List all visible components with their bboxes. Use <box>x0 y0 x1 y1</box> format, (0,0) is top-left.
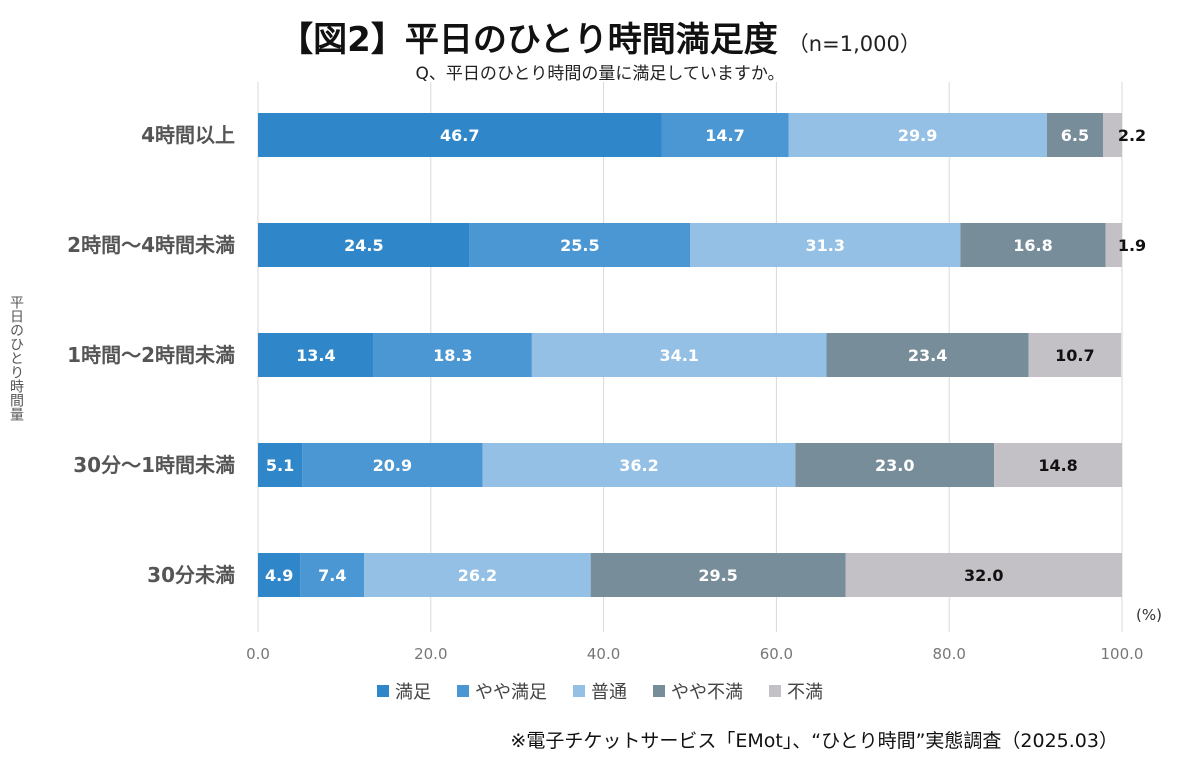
bar-segment <box>469 223 690 267</box>
data-label: 5.1 <box>266 456 294 475</box>
data-label: 13.4 <box>296 346 335 365</box>
bar-segment <box>1028 333 1122 377</box>
bar-segment <box>364 553 591 597</box>
bar-segment <box>845 553 1122 597</box>
bar-segment <box>258 113 662 157</box>
chart-title: 【図2】平日のひとり時間満足度 <box>279 20 778 60</box>
unit-label: (%) <box>1136 606 1162 624</box>
bar-segment <box>373 333 532 377</box>
data-label: 46.7 <box>440 126 479 145</box>
data-label: 20.9 <box>373 456 412 475</box>
legend-swatch <box>769 685 781 697</box>
source-note: ※電子チケットサービス「EMot」、“ひとり時間”実態調査（2025.03） <box>510 730 1118 752</box>
legend-item: やや満足 <box>457 678 547 704</box>
bar-segment <box>826 333 1029 377</box>
bar-segment <box>1046 113 1103 157</box>
data-label: 2.2 <box>1118 126 1146 145</box>
bar-segment <box>795 443 995 487</box>
category-label: 30分〜1時間未満 <box>73 453 235 477</box>
data-label: 18.3 <box>433 346 472 365</box>
data-label: 1.9 <box>1118 236 1146 255</box>
bar-segment <box>994 443 1122 487</box>
bar-segment <box>590 553 846 597</box>
data-label: 32.0 <box>964 566 1003 585</box>
data-label: 23.0 <box>875 456 914 475</box>
legend-label: やや不満 <box>671 682 743 703</box>
bar-segment <box>1105 223 1122 267</box>
bar-segment <box>482 443 796 487</box>
bar-segment <box>302 443 483 487</box>
category-label: 30分未満 <box>147 563 235 587</box>
x-tick-label: 40.0 <box>587 645 620 663</box>
bar-segment <box>531 333 827 377</box>
data-label: 10.7 <box>1055 346 1094 365</box>
bar-segment <box>690 223 961 267</box>
data-label: 31.3 <box>805 236 844 255</box>
bar-segment <box>300 553 365 597</box>
bar-segment <box>258 553 301 597</box>
legend-label: やや満足 <box>475 682 547 703</box>
legend-swatch <box>573 685 585 697</box>
x-tick-label: 100.0 <box>1101 645 1144 663</box>
x-tick-label: 20.0 <box>414 645 447 663</box>
legend-label: 不満 <box>787 682 823 703</box>
legend-item: 満足 <box>377 678 431 704</box>
category-label: 1時間〜2時間未満 <box>67 343 235 367</box>
chart-subtitle: Q、平日のひとり時間の量に満足していますか。 <box>415 64 785 84</box>
x-tick-label: 80.0 <box>932 645 965 663</box>
x-tick-label: 60.0 <box>760 645 793 663</box>
data-label: 14.7 <box>705 126 744 145</box>
legend-label: 普通 <box>591 682 627 703</box>
bar-segment <box>258 333 374 377</box>
bar-segment <box>258 223 470 267</box>
data-label: 29.9 <box>898 126 937 145</box>
bar-segment <box>661 113 789 157</box>
bar-segment <box>788 113 1047 157</box>
x-tick-label: 0.0 <box>246 645 270 663</box>
category-label: 2時間〜4時間未満 <box>67 233 235 257</box>
data-label: 4.9 <box>265 566 293 585</box>
legend-swatch <box>653 685 665 697</box>
data-label: 14.8 <box>1038 456 1077 475</box>
legend-swatch <box>457 685 469 697</box>
data-label: 29.5 <box>698 566 737 585</box>
bar-segment <box>1102 113 1122 157</box>
legend-item: 不満 <box>769 678 823 704</box>
sample-size: （n=1,000） <box>787 32 921 56</box>
y-axis-label: 平日のひとり時間量 <box>8 295 24 421</box>
data-label: 36.2 <box>619 456 658 475</box>
data-label: 16.8 <box>1013 236 1052 255</box>
legend-swatch <box>377 685 389 697</box>
category-label: 4時間以上 <box>141 123 235 147</box>
data-label: 26.2 <box>458 566 497 585</box>
stacked-bar-chart: 0.0 20.0 40.0 60.0 80.0 100.0 (%) 4時間以上 46.7 14.7… <box>67 82 1162 663</box>
legend-item: 普通 <box>573 678 627 704</box>
bar-segment <box>960 223 1106 267</box>
chart-title-row: 【図2】平日のひとり時間満足度 （n=1,000） <box>0 12 1200 61</box>
legend-item: やや不満 <box>653 678 743 704</box>
data-label: 24.5 <box>344 236 383 255</box>
data-label: 25.5 <box>560 236 599 255</box>
data-label: 23.4 <box>908 346 947 365</box>
data-label: 6.5 <box>1061 126 1089 145</box>
legend-label: 満足 <box>395 682 431 703</box>
bar-segment <box>258 443 303 487</box>
data-label: 7.4 <box>318 566 346 585</box>
data-label: 34.1 <box>659 346 698 365</box>
chart-legend: 満足 やや満足 普通 やや不満 不満 <box>0 678 1200 704</box>
